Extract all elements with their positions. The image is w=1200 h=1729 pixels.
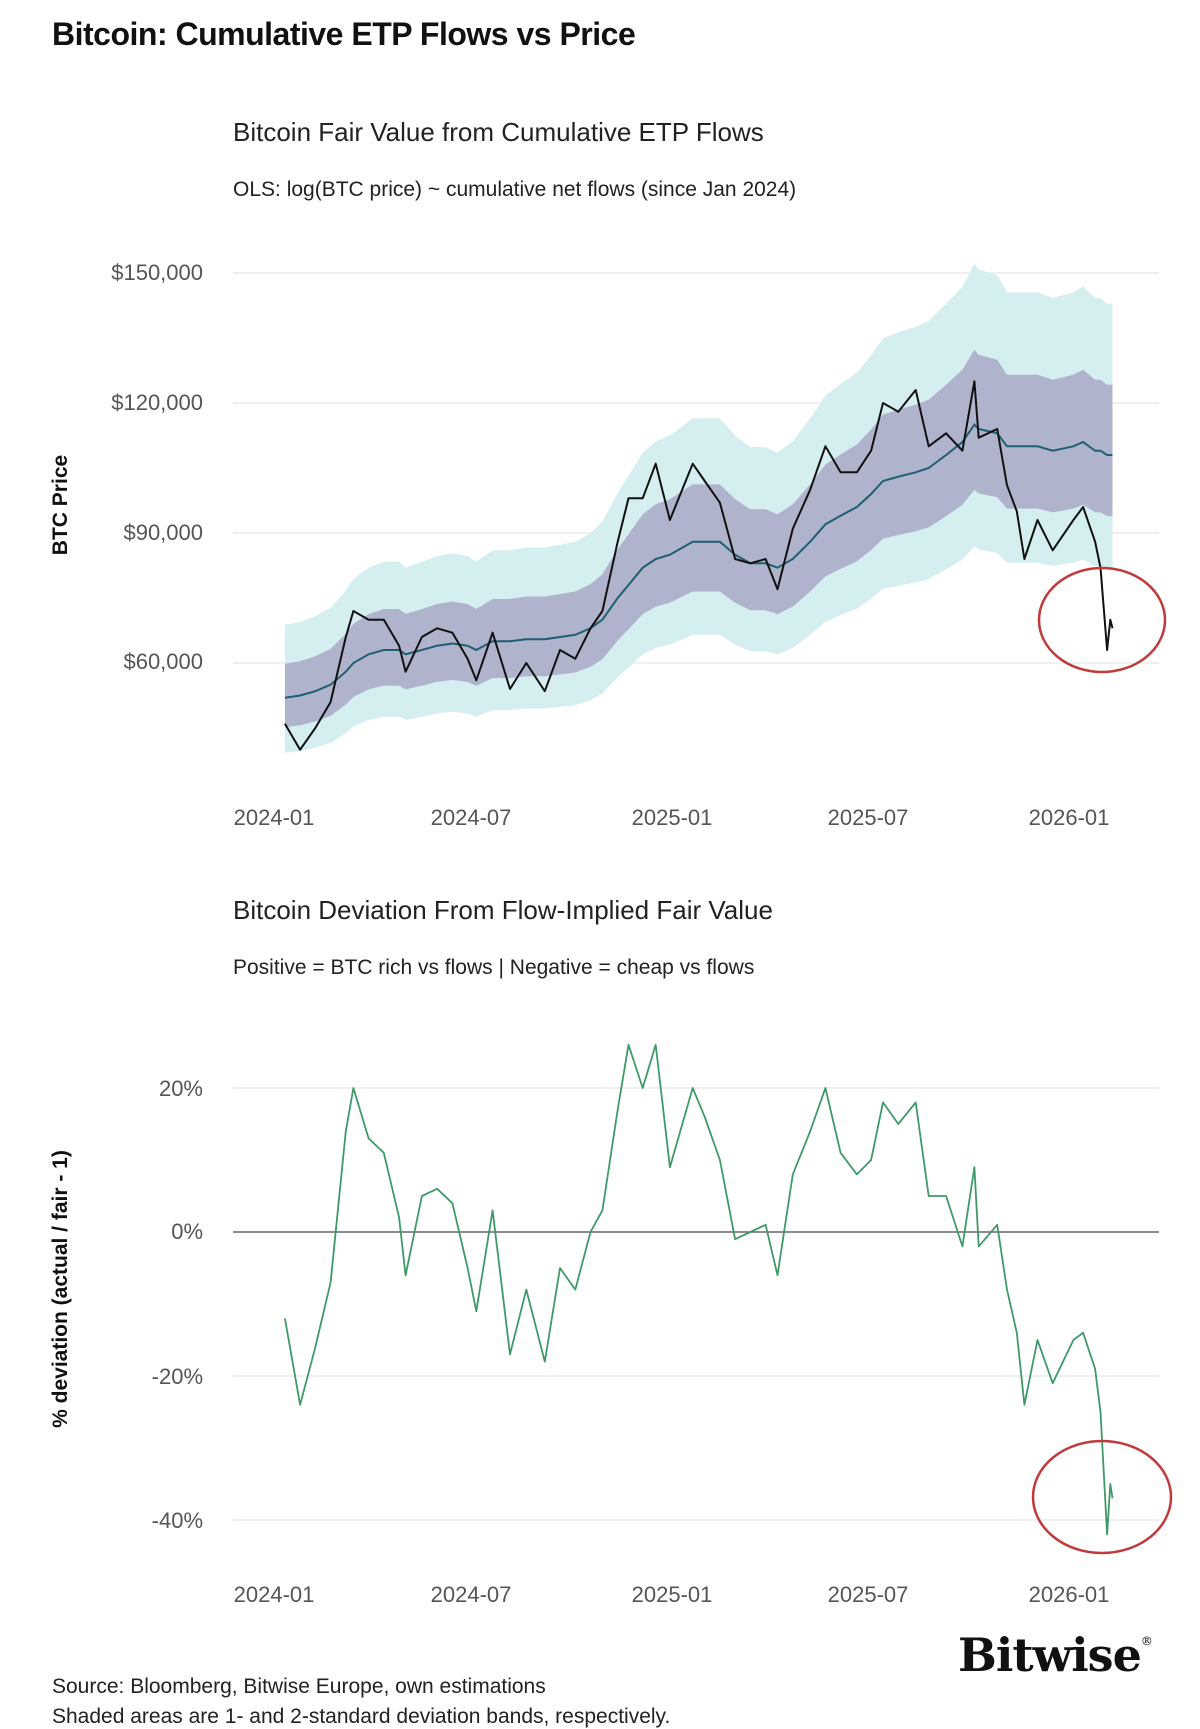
highlight-circle [1031, 1439, 1173, 1555]
chart1-xtick: 2025-01 [631, 805, 713, 830]
chart2-subtitle: Positive = BTC rich vs flows | Negative … [233, 956, 755, 979]
price-line [284, 380, 1114, 751]
chart1-ytick: $150,000 [111, 260, 203, 285]
chart2-xtick: 2024-07 [430, 1582, 512, 1607]
source-note: Source: Bloomberg, Bitwise Europe, own e… [52, 1675, 546, 1698]
bitwise-logo: Bitwise® [958, 1628, 1153, 1682]
deviation-line [284, 1043, 1114, 1536]
page-title: Bitcoin: Cumulative ETP Flows vs Price [52, 16, 636, 52]
chart1-ytick: $120,000 [111, 390, 203, 415]
highlight-circle [1037, 566, 1167, 674]
chart2-xtick: 2024-01 [233, 1582, 315, 1607]
chart1-title: Bitcoin Fair Value from Cumulative ETP F… [233, 117, 764, 147]
chart2-ytick: -40% [151, 1508, 203, 1533]
chart2-xtick: 2025-01 [631, 1582, 713, 1607]
chart2-ytick: -20% [151, 1364, 203, 1389]
chart1-ytick: $60,000 [123, 649, 203, 674]
chart1-xtick: 2024-01 [233, 805, 315, 830]
chart2-xtick: 2025-07 [827, 1582, 909, 1607]
chart1-xtick: 2026-01 [1028, 805, 1110, 830]
chart1-xtick: 2025-07 [827, 805, 909, 830]
chart2-ytick: 20% [158, 1076, 203, 1101]
chart2-title: Bitcoin Deviation From Flow-Implied Fair… [233, 895, 773, 925]
fair-value-line [284, 423, 1113, 699]
chart1-ytick: $90,000 [123, 520, 203, 545]
chart2-ytick: 0% [171, 1219, 203, 1244]
chart1-subtitle: OLS: log(BTC price) ~ cumulative net flo… [233, 178, 797, 201]
bands-note: Shaded areas are 1- and 2-standard devia… [52, 1705, 671, 1728]
chart1-xtick: 2024-07 [430, 805, 512, 830]
chart2-xtick: 2026-01 [1028, 1582, 1110, 1607]
